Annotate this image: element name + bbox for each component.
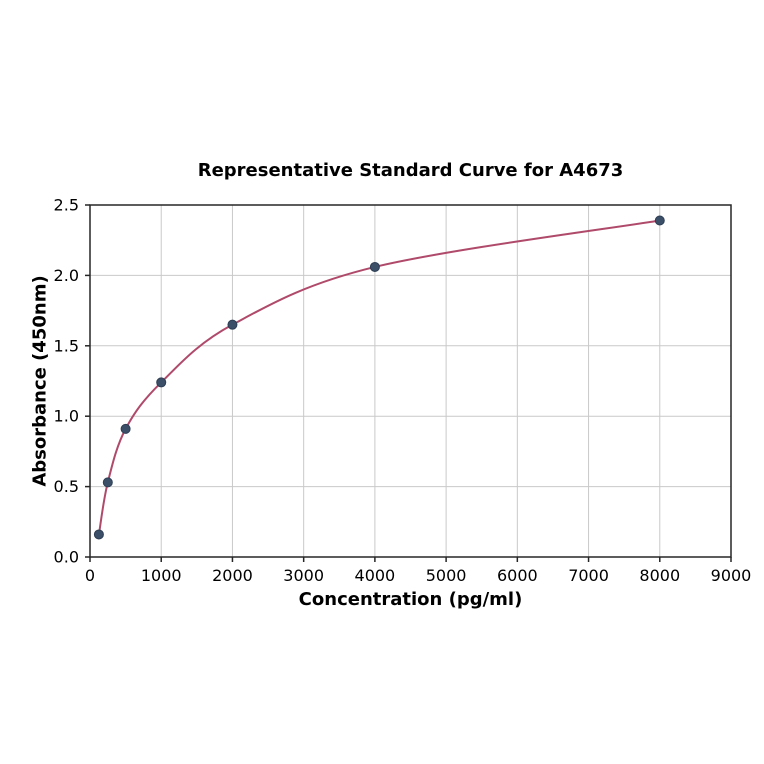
data-point	[654, 215, 665, 226]
data-points	[93, 215, 665, 540]
x-tick-label: 1000	[141, 566, 182, 585]
y-tick-label: 1.5	[54, 336, 79, 355]
plot-background	[90, 205, 731, 557]
y-tick-labels: 0.0 0.5 1.0 1.5 2.0 2.5	[54, 196, 79, 567]
x-axis-label: Concentration (pg/ml)	[298, 589, 523, 610]
data-point	[120, 423, 131, 434]
y-tick-label: 2.5	[54, 196, 79, 215]
x-tick-label: 8000	[639, 566, 680, 585]
data-point	[156, 377, 167, 388]
data-point	[102, 477, 113, 488]
fit-curve-line	[97, 219, 660, 535]
plot-border	[89, 204, 732, 558]
y-axis-label: Absorbance (450nm)	[29, 275, 51, 487]
x-tick-labels: 0 1000 2000 3000 4000 5000 6000 7000 8000 9000	[85, 566, 751, 585]
y-tick-label: 0.5	[54, 477, 79, 496]
x-tick-label: 5000	[426, 566, 467, 585]
x-tick-label: 3000	[283, 566, 324, 585]
x-tick-label: 0	[85, 566, 95, 585]
x-tick-label: 2000	[212, 566, 253, 585]
x-tick-label: 6000	[497, 566, 538, 585]
tick-marks	[85, 204, 732, 562]
data-point	[227, 319, 238, 330]
x-tick-label: 7000	[568, 566, 609, 585]
y-tick-label: 2.0	[54, 266, 79, 285]
data-point	[93, 529, 104, 540]
chart-title: Representative Standard Curve for A4673	[197, 160, 624, 181]
y-tick-label: 1.0	[54, 407, 79, 426]
data-point	[369, 261, 380, 272]
x-tick-label: 4000	[355, 566, 396, 585]
y-tick-label: 0.0	[54, 548, 79, 567]
x-tick-label: 9000	[711, 566, 752, 585]
